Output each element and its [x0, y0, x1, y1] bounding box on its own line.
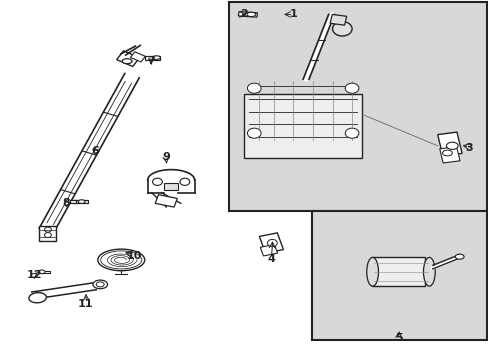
Text: 12: 12 — [26, 270, 42, 280]
Bar — [228, 2, 486, 211]
Text: 1: 1 — [289, 9, 297, 19]
Text: 2: 2 — [240, 9, 248, 19]
Text: 9: 9 — [162, 152, 170, 162]
Bar — [42, 271, 50, 273]
Ellipse shape — [152, 178, 162, 185]
Bar — [260, 244, 277, 256]
Bar — [244, 94, 361, 158]
Text: 5: 5 — [394, 333, 402, 343]
Ellipse shape — [96, 282, 104, 287]
Ellipse shape — [446, 142, 457, 149]
Ellipse shape — [29, 293, 46, 303]
Bar — [329, 14, 346, 25]
Bar — [70, 200, 76, 203]
Ellipse shape — [122, 59, 132, 64]
Bar — [238, 12, 257, 17]
Ellipse shape — [442, 150, 451, 156]
Bar — [311, 211, 486, 340]
Text: 11: 11 — [78, 299, 93, 309]
Text: 6: 6 — [91, 146, 99, 156]
Bar — [39, 226, 57, 241]
Ellipse shape — [345, 83, 358, 93]
Ellipse shape — [101, 251, 142, 269]
Ellipse shape — [454, 254, 463, 259]
Text: 10: 10 — [126, 251, 142, 261]
Ellipse shape — [345, 128, 358, 138]
Ellipse shape — [366, 257, 378, 286]
Bar — [371, 257, 425, 286]
Text: 3: 3 — [465, 143, 472, 153]
Bar — [437, 132, 461, 156]
Bar — [117, 51, 139, 67]
Ellipse shape — [247, 83, 261, 93]
Bar — [73, 200, 88, 203]
Ellipse shape — [332, 22, 351, 36]
Ellipse shape — [78, 200, 85, 203]
Text: 7: 7 — [147, 56, 155, 66]
Ellipse shape — [152, 56, 160, 59]
Bar — [155, 195, 177, 207]
Bar — [259, 233, 283, 253]
Ellipse shape — [180, 178, 189, 185]
Ellipse shape — [247, 128, 261, 138]
Ellipse shape — [44, 233, 51, 238]
Bar — [145, 56, 160, 60]
Ellipse shape — [39, 270, 45, 274]
Bar — [38, 270, 42, 273]
Ellipse shape — [98, 249, 144, 271]
Bar — [130, 52, 145, 62]
Text: 8: 8 — [62, 198, 70, 208]
Ellipse shape — [44, 227, 51, 232]
Ellipse shape — [246, 12, 255, 17]
Ellipse shape — [93, 280, 107, 289]
Ellipse shape — [267, 239, 277, 247]
Ellipse shape — [423, 257, 434, 286]
Bar — [439, 147, 459, 163]
Text: 4: 4 — [267, 254, 275, 264]
Bar — [163, 183, 178, 190]
